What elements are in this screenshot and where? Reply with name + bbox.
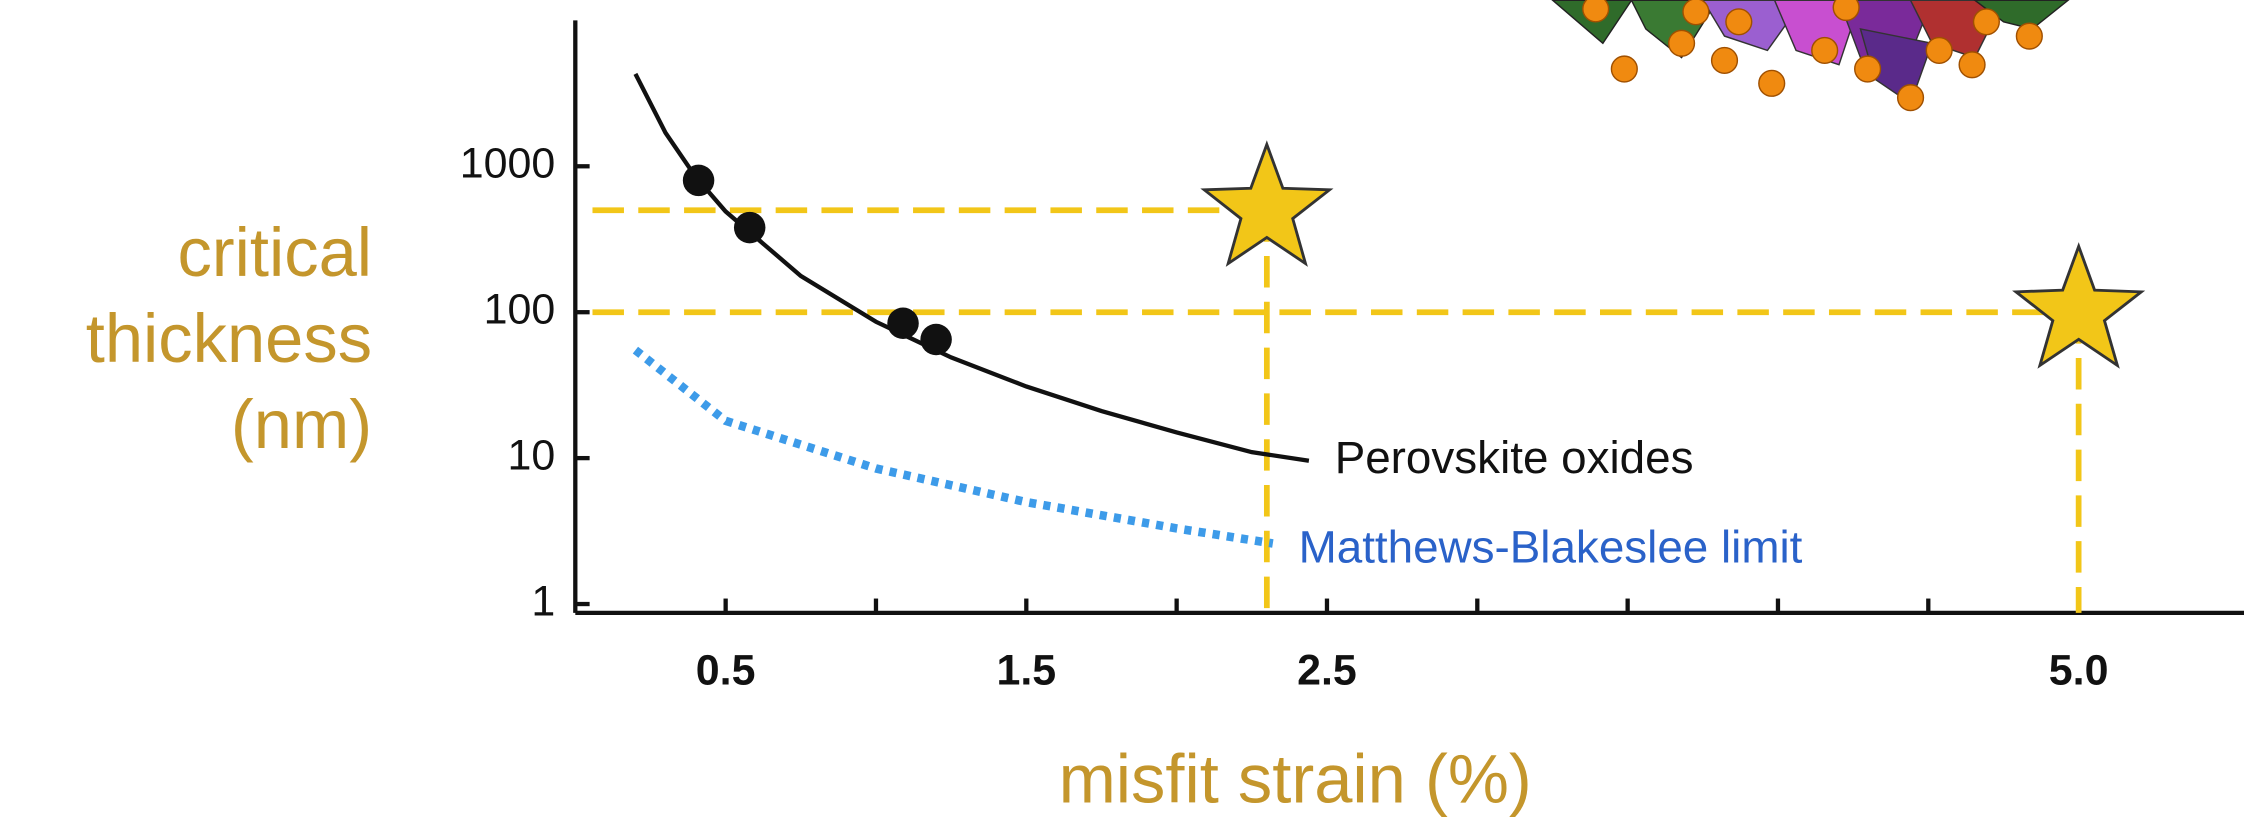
x-tick-label: 0.5 — [696, 646, 756, 694]
series-label: Perovskite oxides — [1335, 432, 1694, 483]
crystal-illustration — [1553, 0, 2068, 111]
data-point — [683, 165, 714, 196]
series-label: Matthews-Blakeslee limit — [1299, 522, 1803, 573]
series-line — [635, 74, 1308, 461]
y-axis-label: critical — [177, 214, 372, 291]
data-point — [887, 308, 918, 339]
page: misfit strain (%) critical thickness (nm… — [0, 0, 2244, 825]
series-line — [635, 350, 1272, 543]
y-tick-label: 10 — [508, 431, 556, 479]
chart: misfit strain (%) critical thickness (nm… — [0, 0, 2244, 825]
y-tick-label: 1 — [531, 577, 555, 625]
x-axis-label: misfit strain (%) — [1059, 741, 1532, 818]
y-axis-label: (nm) — [231, 386, 372, 463]
x-tick-label: 2.5 — [1297, 646, 1357, 694]
y-axis-label: thickness — [86, 300, 372, 377]
data-point — [920, 324, 951, 355]
target-star — [2016, 246, 2141, 365]
x-tick-label: 1.5 — [996, 646, 1056, 694]
y-tick-label: 100 — [484, 286, 556, 334]
x-tick-label: 5.0 — [2049, 646, 2109, 694]
data-point — [734, 212, 765, 243]
target-star — [1204, 144, 1329, 263]
y-tick-label: 1000 — [460, 140, 556, 188]
